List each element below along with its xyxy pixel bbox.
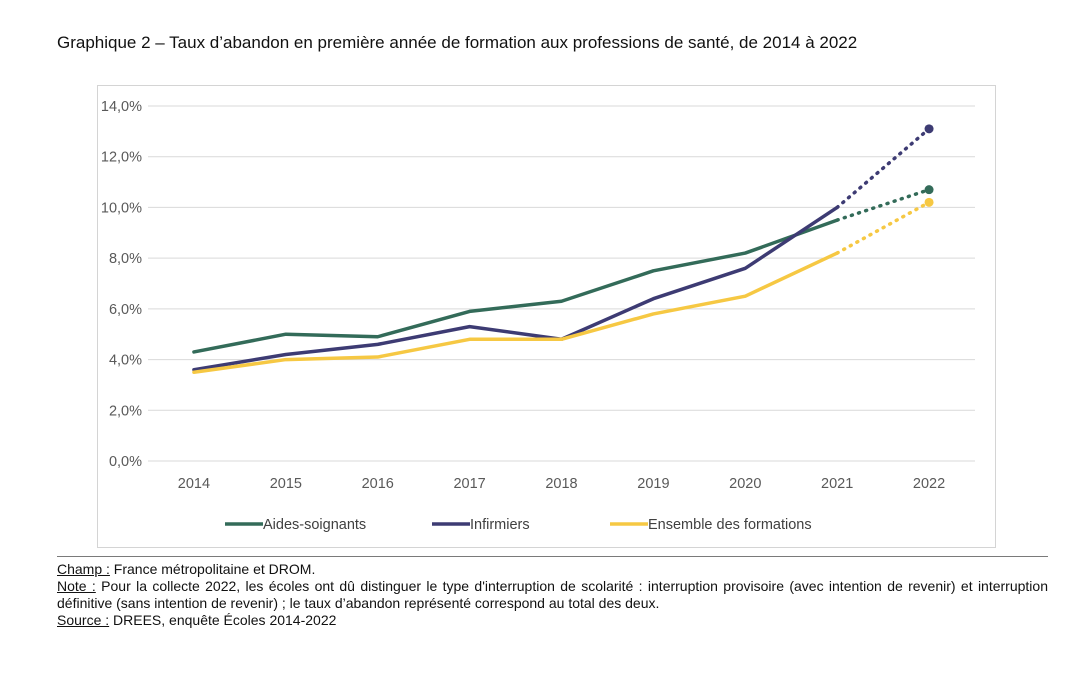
- note-text: Pour la collecte 2022, les écoles ont dû…: [57, 578, 1048, 611]
- series-dotted-line-2: [835, 200, 931, 255]
- champ-label: Champ :: [57, 561, 110, 577]
- note-label: Note :: [57, 578, 96, 594]
- series-dotted-line-1: [835, 127, 931, 210]
- source-text: DREES, enquête Écoles 2014-2022: [109, 612, 337, 628]
- line-chart: 0,0% 2,0% 4,0% 6,0% 8,0% 10,0% 12,0% 14,0% 2014 2…: [101, 99, 975, 533]
- y-tick-label: 2,0%: [109, 403, 142, 419]
- source-label: Source :: [57, 612, 110, 628]
- series-end-point-2: [924, 197, 934, 207]
- series-line-2: [192, 251, 839, 374]
- series-dotted-line-0: [835, 187, 931, 222]
- y-tick-label: 10,0%: [101, 200, 142, 216]
- chart-notes: Champ : France métropolitaine et DROM. N…: [57, 556, 1048, 629]
- series-end-point-1: [924, 124, 934, 134]
- x-tick-label: 2015: [270, 476, 302, 492]
- series-line-1: [192, 205, 839, 372]
- legend-label-2: Ensemble des formations: [648, 517, 812, 533]
- y-tick-label: 8,0%: [109, 251, 142, 267]
- champ-note: Champ : France métropolitaine et DROM.: [57, 561, 1048, 578]
- x-tick-label: 2019: [637, 476, 669, 492]
- x-tick-label: 2018: [545, 476, 577, 492]
- chart-title: Graphique 2 – Taux d’abandon en première…: [57, 33, 858, 52]
- method-note: Note : Pour la collecte 2022, les écoles…: [57, 578, 1048, 612]
- chart-area: 0,0% 2,0% 4,0% 6,0% 8,0% 10,0% 12,0% 14,0% 2014 2…: [97, 85, 996, 548]
- x-tick-label: 2014: [178, 476, 210, 492]
- y-tick-label: 14,0%: [101, 99, 142, 115]
- legend-label-1: Infirmiers: [470, 517, 530, 533]
- champ-text: France métropolitaine et DROM.: [109, 561, 316, 577]
- x-tick-label: 2020: [729, 476, 761, 492]
- y-tick-label: 0,0%: [109, 454, 142, 470]
- legend-label-0: Aides-soignants: [263, 517, 366, 533]
- y-tick-label: 12,0%: [101, 150, 142, 166]
- x-tick-label: 2022: [913, 476, 945, 492]
- x-tick-label: 2016: [362, 476, 394, 492]
- y-tick-label: 6,0%: [109, 302, 142, 318]
- series-end-point-0: [924, 185, 934, 195]
- series-line-0: [192, 218, 839, 354]
- x-tick-label: 2017: [453, 476, 485, 492]
- source-note: Source : DREES, enquête Écoles 2014-2022: [57, 612, 1048, 629]
- x-tick-label: 2021: [821, 476, 853, 492]
- y-tick-label: 4,0%: [109, 353, 142, 369]
